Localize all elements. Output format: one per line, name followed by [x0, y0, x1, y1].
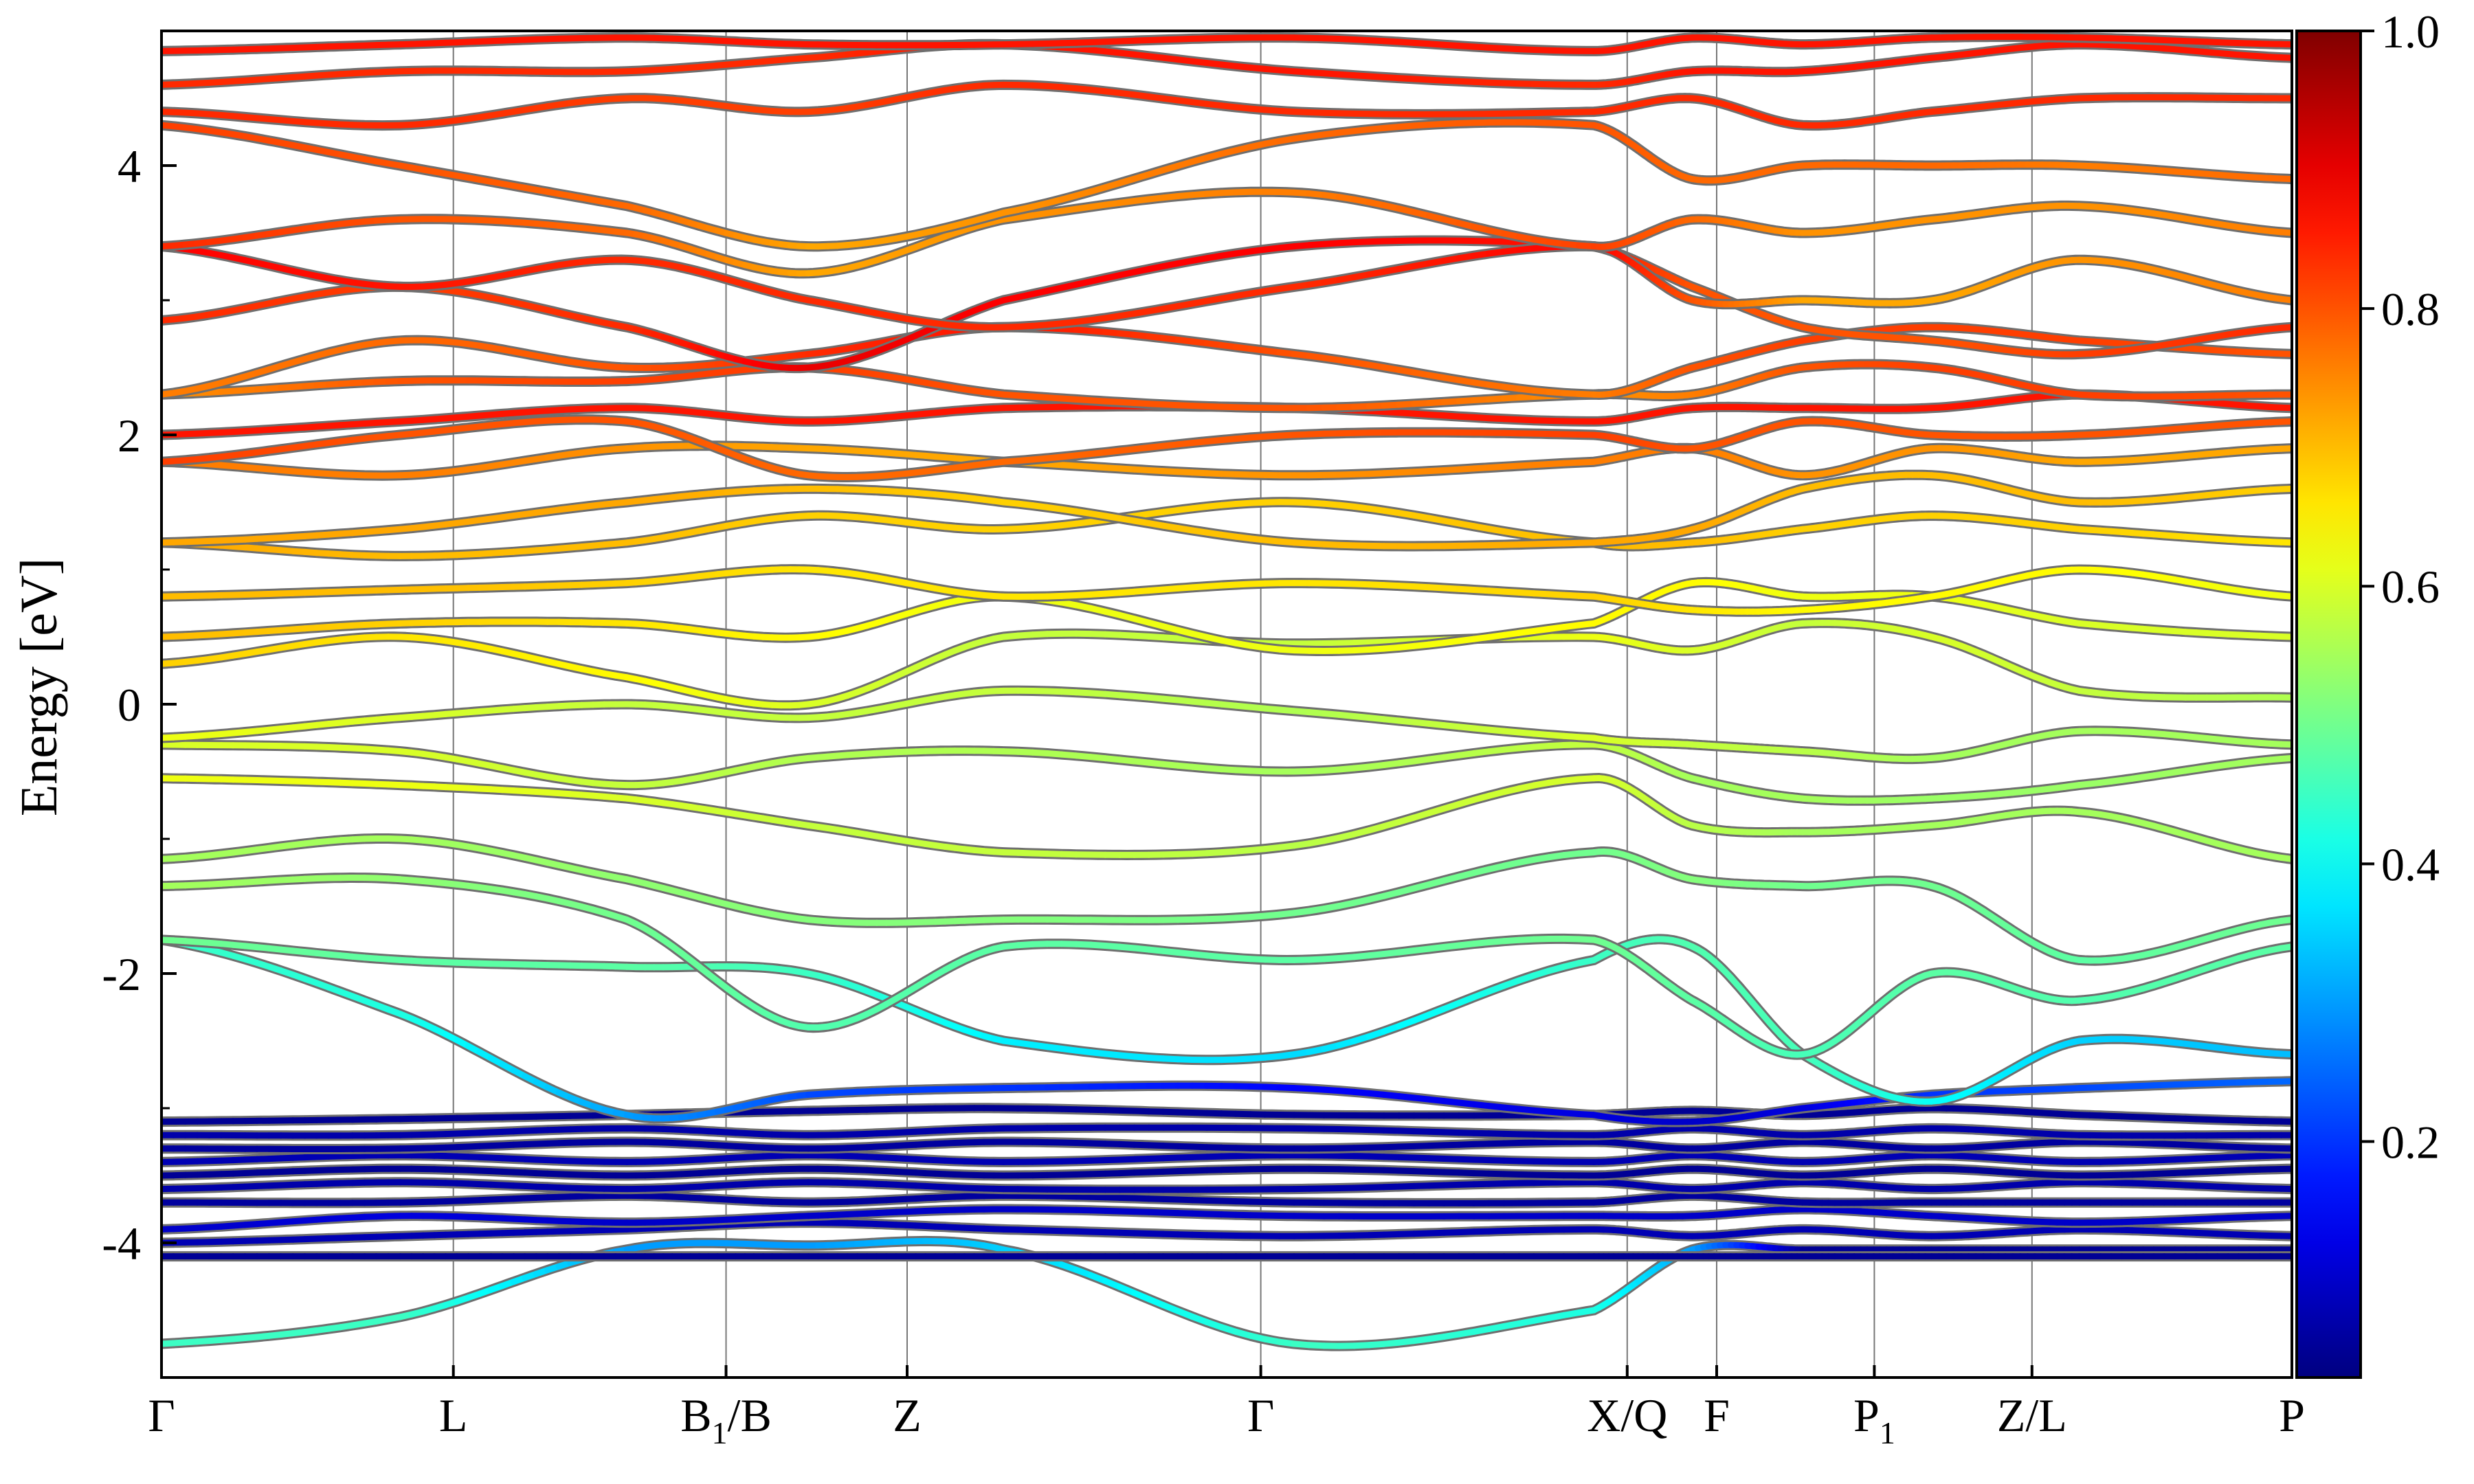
band-7 [161, 1150, 2292, 1167]
y-tick-label: -4 [102, 1217, 141, 1270]
band-34 [161, 32, 2292, 56]
band-24 [161, 414, 2292, 482]
band-16 [161, 739, 2292, 806]
y-axis-title: Energy [eV] [10, 558, 68, 816]
band-14 [161, 833, 2292, 966]
band-5 [161, 1177, 2292, 1195]
band-22 [161, 469, 2292, 552]
x-tick-label: B1/B [680, 1389, 772, 1450]
band-32 [161, 79, 2292, 131]
bands-group [161, 32, 2292, 1351]
colorbar: 1.0 0.8 0.6 0.4 0.2 [2295, 5, 2440, 1379]
x-tick-label: Γ [1247, 1389, 1274, 1441]
band-25 [161, 389, 2292, 440]
band-8 [161, 1136, 2292, 1154]
band-2 [161, 1217, 2292, 1248]
band-10 [161, 1103, 2292, 1127]
band-33 [161, 38, 2292, 90]
band-21 [161, 497, 2292, 561]
colorbar-gradient [2295, 30, 2362, 1379]
x-tick-label: F [1704, 1389, 1730, 1441]
band-9 [161, 1122, 2292, 1141]
colorbar-tick-label: 0.6 [2381, 561, 2440, 613]
y-tick-label: 2 [118, 409, 141, 462]
band-4 [161, 1190, 2292, 1208]
y-tick-label: 4 [118, 140, 141, 192]
x-tick-label: P [2279, 1389, 2305, 1441]
colorbar-tick-label: 0.8 [2381, 283, 2440, 335]
x-tick-label: Γ [148, 1389, 175, 1441]
band-3 [161, 1204, 2292, 1235]
x-tick-label: Z [893, 1389, 922, 1441]
band-13 [161, 873, 2292, 1060]
band-0 [161, 1235, 2292, 1351]
band-23 [161, 440, 2292, 481]
band-15 [161, 773, 2292, 864]
band-31 [161, 117, 2292, 252]
x-tick-label: P1 [1853, 1389, 1895, 1450]
plot-area: 4 2 0 -2 -4 Γ L B1/B Z Γ X/Q F P1 Z/L P [102, 30, 2305, 1450]
x-tick-label: L [439, 1389, 468, 1441]
colorbar-tick-label: 0.4 [2381, 838, 2440, 890]
band-6 [161, 1163, 2292, 1181]
band-30 [161, 186, 2292, 279]
y-tick-label: 0 [118, 679, 141, 731]
band-17 [161, 685, 2292, 765]
x-tick-label: X/Q [1587, 1389, 1667, 1441]
band-12 [161, 934, 2292, 1107]
x-tick-label: Z/L [1997, 1389, 2067, 1441]
band-18 [161, 618, 2292, 711]
band-20 [161, 564, 2292, 617]
colorbar-tick-label: 1.0 [2381, 5, 2440, 58]
colorbar-tick-label: 0.2 [2381, 1116, 2440, 1168]
band-19 [161, 576, 2292, 656]
y-tick-label: -2 [102, 948, 141, 1000]
